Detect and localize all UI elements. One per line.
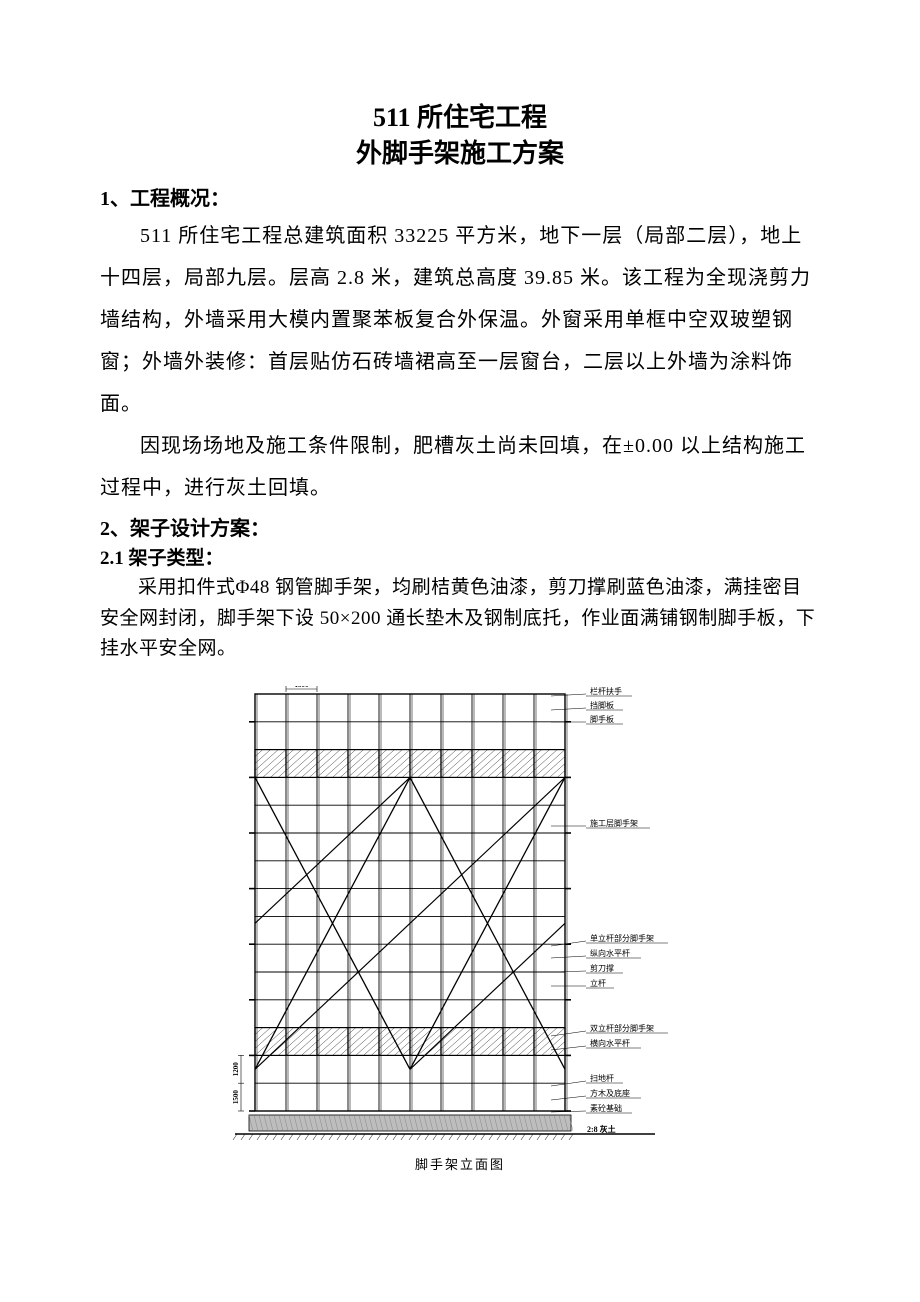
svg-text:扫地杆: 扫地杆	[590, 1073, 614, 1083]
section-2-heading: 2、架子设计方案：	[100, 513, 820, 545]
svg-text:纵向水平杆: 纵向水平杆	[590, 948, 630, 958]
svg-text:2:8 灰土: 2:8 灰土	[587, 1124, 616, 1134]
section-1-heading: 1、工程概况：	[100, 183, 820, 215]
document-title: 511 所住宅工程 外脚手架施工方案	[100, 100, 820, 173]
title-line-2: 外脚手架施工方案	[100, 136, 820, 172]
section-2-1-heading: 2.1 架子类型：	[100, 545, 820, 574]
svg-text:施工层脚手架: 施工层脚手架	[590, 818, 638, 828]
scaffold-diagram: 1500 1200 1500 2:8 灰土栏杆扶手挡脚板脚手板施工层脚手架单立杆部分脚…	[195, 686, 725, 1173]
section-2-para-1: 采用扣件式Φ48 钢管脚手架，均刷桔黄色油漆，剪刀撑刷蓝色油漆，满挂密目安全网封…	[100, 573, 820, 664]
svg-text:素砼基础: 素砼基础	[590, 1103, 622, 1113]
svg-text:双立杆部分脚手架: 双立杆部分脚手架	[590, 1023, 654, 1033]
svg-text:1500: 1500	[295, 686, 310, 689]
svg-text:栏杆扶手: 栏杆扶手	[590, 686, 622, 696]
scaffold-diagram-svg: 1500 1200 1500 2:8 灰土栏杆扶手挡脚板脚手板施工层脚手架单立杆部分脚…	[195, 686, 725, 1146]
svg-text:1200: 1200	[232, 1062, 240, 1077]
section-1-para-1: 511 所住宅工程总建筑面积 33225 平方米，地下一层（局部二层），地上十四…	[100, 215, 820, 425]
svg-text:剪刀撑: 剪刀撑	[590, 963, 614, 973]
svg-text:横向水平杆: 横向水平杆	[590, 1038, 630, 1048]
section-1-para-2: 因现场场地及施工条件限制，肥槽灰土尚未回填，在±0.00 以上结构施工过程中，进…	[100, 425, 820, 509]
svg-text:1500: 1500	[232, 1090, 240, 1105]
svg-text:方木及底座: 方木及底座	[590, 1088, 630, 1098]
svg-text:挡脚板: 挡脚板	[590, 700, 614, 710]
title-line-1: 511 所住宅工程	[100, 100, 820, 136]
svg-text:脚手板: 脚手板	[590, 714, 614, 724]
svg-text:立杆: 立杆	[590, 978, 606, 988]
svg-text:单立杆部分脚手架: 单立杆部分脚手架	[590, 933, 654, 943]
diagram-caption: 脚手架立面图	[195, 1154, 725, 1173]
